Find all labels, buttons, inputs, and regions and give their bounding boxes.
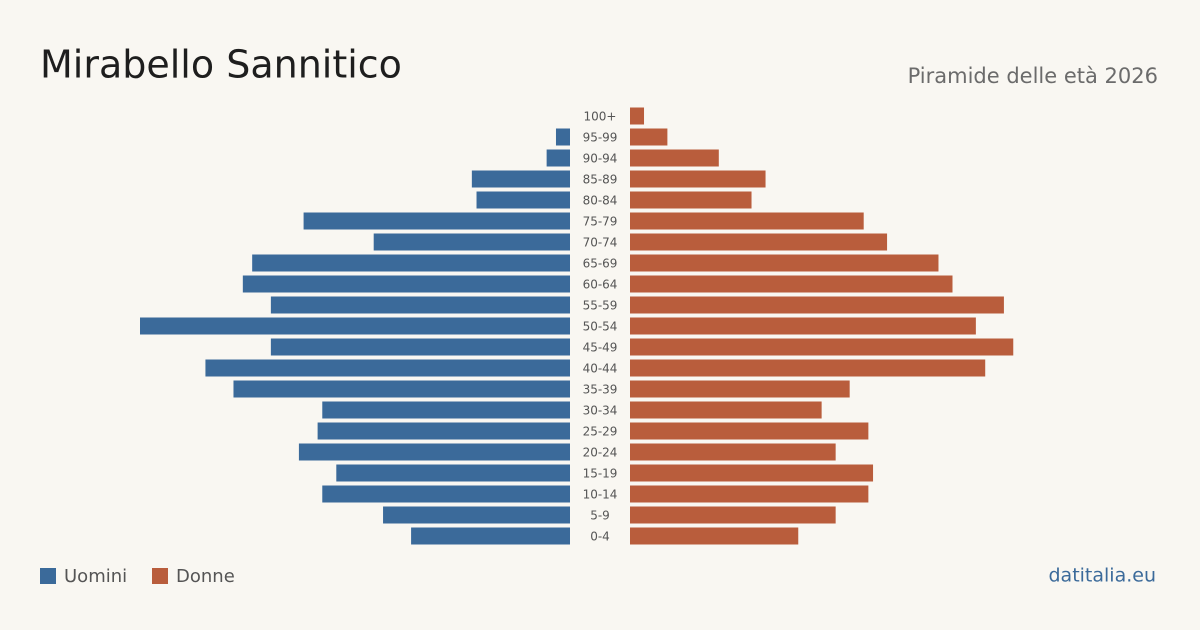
female-bar (630, 296, 1004, 314)
female-bar (630, 233, 888, 251)
male-bar (546, 149, 570, 167)
female-bar (630, 275, 953, 293)
female-bar (630, 380, 850, 398)
age-label: 40-44 (583, 362, 618, 376)
male-bar (322, 485, 570, 503)
female-bar (630, 401, 822, 419)
age-label: 30-34 (583, 404, 618, 418)
age-label: 15-19 (583, 467, 618, 481)
male-bar (555, 128, 570, 146)
male-bar (322, 401, 570, 419)
female-bar (630, 464, 874, 482)
age-label: 35-39 (583, 383, 618, 397)
female-bar (630, 170, 766, 188)
male-bar (298, 443, 570, 461)
age-label: 45-49 (583, 341, 618, 355)
legend-label: Donne (176, 566, 235, 587)
age-label: 75-79 (583, 215, 618, 229)
female-bar (630, 317, 976, 335)
male-bar (303, 212, 570, 230)
age-label: 60-64 (583, 278, 618, 292)
legend-swatch (152, 568, 168, 584)
age-label: 10-14 (583, 488, 618, 502)
age-label: 80-84 (583, 194, 618, 208)
female-bar (630, 128, 668, 146)
female-bar (630, 107, 645, 125)
male-bar (476, 191, 570, 209)
female-bar (630, 527, 799, 545)
female-bar (630, 149, 719, 167)
age-label: 0-4 (590, 530, 610, 544)
male-bar (373, 233, 570, 251)
age-label: 20-24 (583, 446, 618, 460)
female-bar (630, 338, 1014, 356)
age-label: 100+ (584, 110, 617, 124)
male-bar (411, 527, 570, 545)
male-bar (242, 275, 570, 293)
male-bar (471, 170, 570, 188)
male-bar (336, 464, 570, 482)
source: datitalia.eu (1049, 565, 1157, 587)
chart-subtitle: Piramide delle età 2026 (908, 64, 1158, 88)
legend-label: Uomini (64, 566, 127, 587)
male-bar (317, 422, 570, 440)
male-bar (233, 380, 570, 398)
female-bar (630, 506, 836, 524)
age-label: 65-69 (583, 257, 618, 271)
age-label: 95-99 (583, 131, 618, 145)
male-bar (270, 296, 570, 314)
female-bar (630, 254, 939, 272)
age-label: 90-94 (583, 152, 618, 166)
male-bar (140, 317, 570, 335)
age-label: 50-54 (583, 320, 618, 334)
age-label: 25-29 (583, 425, 618, 439)
male-bar (205, 359, 570, 377)
age-label: 55-59 (583, 299, 618, 313)
age-label: 70-74 (583, 236, 618, 250)
female-bar (630, 422, 869, 440)
female-bar (630, 212, 864, 230)
male-bar (383, 506, 570, 524)
female-bar (630, 443, 836, 461)
female-bar (630, 359, 986, 377)
chart-title: Mirabello Sannitico (40, 43, 402, 87)
female-bar (630, 191, 752, 209)
legend-swatch (40, 568, 56, 584)
age-label: 85-89 (583, 173, 618, 187)
male-bar (270, 338, 570, 356)
female-bar (630, 485, 869, 503)
age-label: 5-9 (590, 509, 610, 523)
male-bar (252, 254, 570, 272)
